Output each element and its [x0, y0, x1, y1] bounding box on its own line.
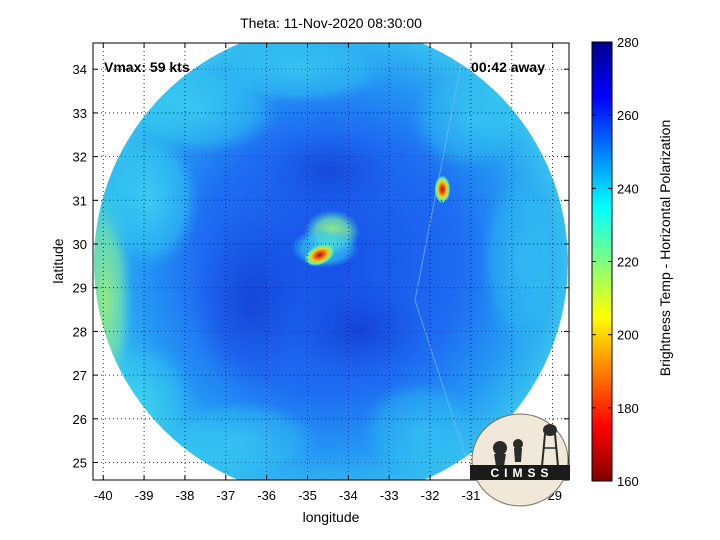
y-tick-label: 30	[73, 237, 87, 252]
x-axis-title: longitude	[303, 509, 360, 525]
colorbar-tick-label: 260	[617, 108, 639, 123]
x-tick-label: -34	[339, 488, 358, 503]
y-tick-label: 29	[73, 281, 87, 296]
y-tick-label: 28	[73, 324, 87, 339]
secondary-warm-spot	[434, 175, 451, 204]
x-tick-label: -32	[421, 488, 440, 503]
y-tick-label: 27	[73, 368, 87, 383]
x-tick-label: -36	[257, 488, 276, 503]
y-axis-title: latitude	[50, 238, 66, 283]
colorbar-tick-label: 180	[617, 401, 639, 416]
y-tick-label: 25	[73, 456, 87, 471]
colorbar: 280 260 240 220 200 180 160 Brightness Temp - …	[591, 35, 673, 489]
colorbar-tick-label: 280	[617, 35, 639, 50]
colorbar-tick-label: 240	[617, 181, 639, 196]
y-tick-label: 26	[73, 412, 87, 427]
x-tick-label: -39	[135, 488, 154, 503]
vmax-annotation: Vmax: 59 kts	[104, 59, 190, 75]
x-tick-label: -38	[176, 488, 195, 503]
x-tick-label: -40	[94, 488, 113, 503]
colorbar-label: Brightness Temp - Horizontal Polarizatio…	[657, 120, 673, 377]
y-tick-label: 32	[73, 150, 87, 165]
x-tick-label: -35	[298, 488, 317, 503]
y-tick-label: 34	[73, 62, 87, 77]
colorbar-tick-label: 200	[617, 328, 639, 343]
y-tick-label: 33	[73, 106, 87, 121]
storm-core-warm-spot	[304, 243, 335, 267]
colorbar-tick-label: 220	[617, 255, 639, 270]
x-tick-label: -31	[462, 488, 481, 503]
time-away-annotation: 00:42 away	[471, 59, 545, 75]
y-tick-label: 31	[73, 193, 87, 208]
x-tick-label: -37	[216, 488, 235, 503]
plot-title: Theta: 11-Nov-2020 08:30:00	[240, 15, 422, 31]
plot-frame	[92, 42, 570, 481]
x-tick-label: -33	[380, 488, 399, 503]
logo-text: CIMSS	[490, 466, 553, 480]
colorbar-ticks: 280 260 240 220 200 180 160	[592, 35, 639, 489]
colorbar-tick-label: 160	[617, 474, 639, 489]
cimss-logo: CIMSS	[470, 413, 570, 507]
